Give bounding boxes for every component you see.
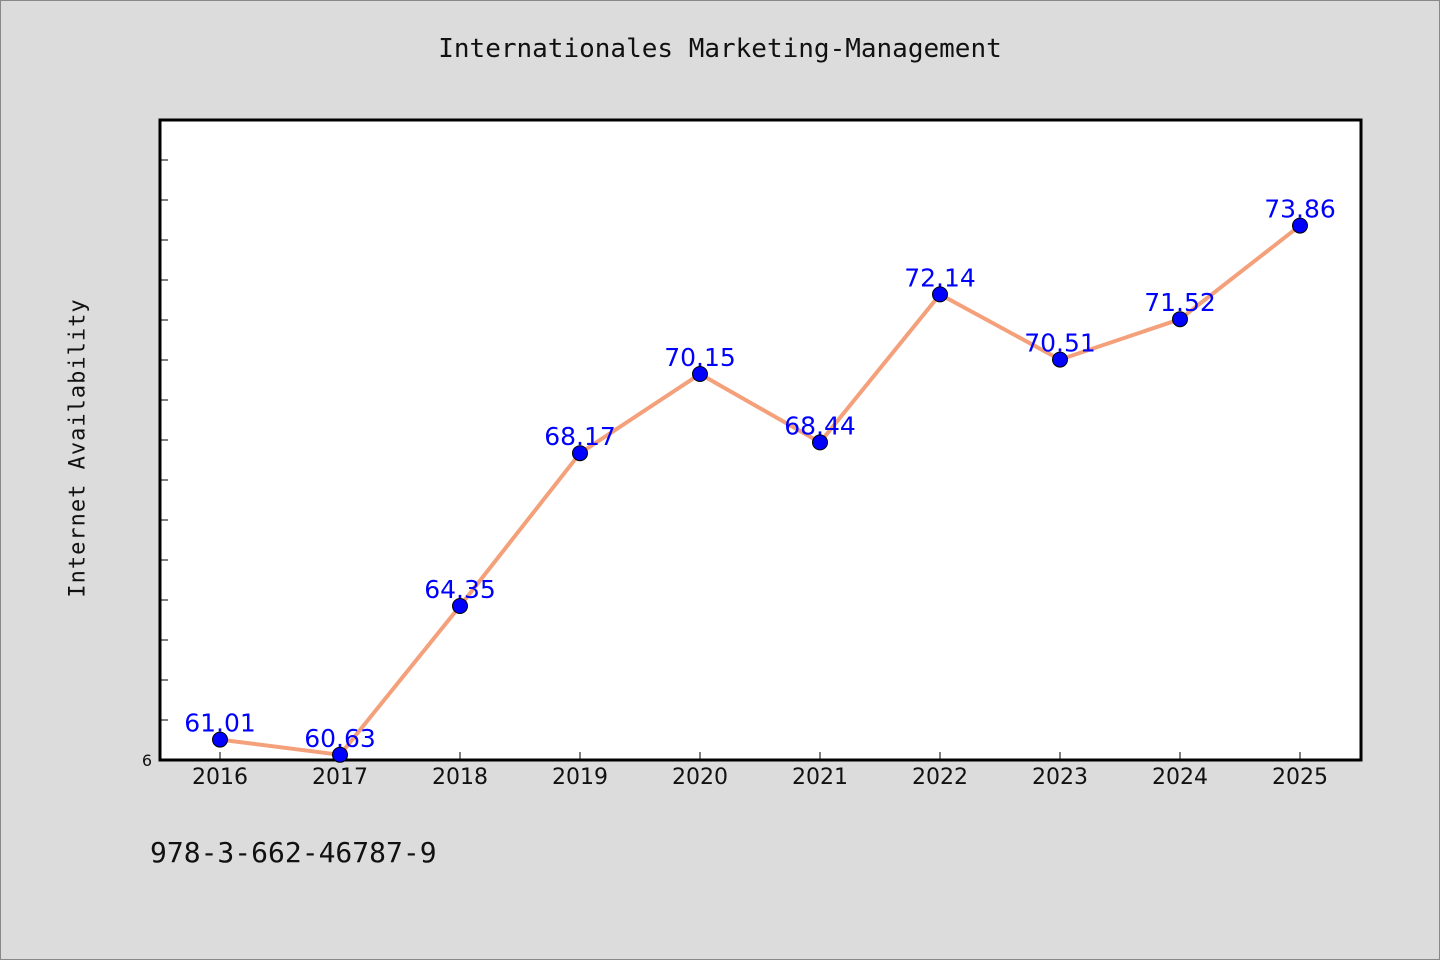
data-label: 70.15 [664,343,736,372]
series-line [219,224,1302,757]
data-point [332,746,348,763]
data-label: 68.17 [544,422,616,451]
data-point [1172,311,1188,328]
data-point [1052,351,1068,368]
y-tick-label: 6 [142,751,152,770]
data-point [932,286,948,303]
data-label: 71.52 [1144,288,1216,317]
x-tick-label: 2016 [192,765,248,790]
data-point [812,434,828,451]
data-label: 70.51 [1024,329,1096,358]
x-tick-label: 2023 [1032,765,1088,790]
data-label: 61.01 [184,709,256,738]
x-tick-label: 2018 [432,765,488,790]
x-tick-label: 2017 [312,765,368,790]
data-point [572,445,588,462]
x-tick-label: 2019 [552,765,608,790]
series-markers [212,217,1308,763]
data-label: 68.44 [784,411,856,440]
data-point [1292,217,1308,234]
data-label: 73.86 [1264,195,1336,224]
data-labels: 61.01 60.63 64.35 68.17 70.15 68.44 72.14 70.51… [184,195,1336,753]
data-label: 64.35 [424,575,496,604]
x-tick-label: 2022 [912,765,968,790]
data-label: 72.14 [904,263,976,292]
x-tick-label: 2025 [1272,765,1328,790]
plot-area [158,118,1363,762]
chart-title: Internationales Marketing-Management [438,34,1002,64]
data-point [452,598,468,614]
data-point [692,366,708,382]
data-point [212,731,228,748]
isbn-text: 978-3-662-46787-9 [150,836,437,869]
x-tick-label: 2020 [672,765,728,790]
x-tick-label: 2024 [1152,765,1208,790]
y-axis-ticks: 6 [142,159,168,770]
x-axis-ticks: 2016 2017 2018 2019 2020 2021 2022 2023 2024 2025 [192,752,1328,790]
data-label: 60.63 [304,724,376,753]
x-tick-label: 2021 [792,765,848,790]
